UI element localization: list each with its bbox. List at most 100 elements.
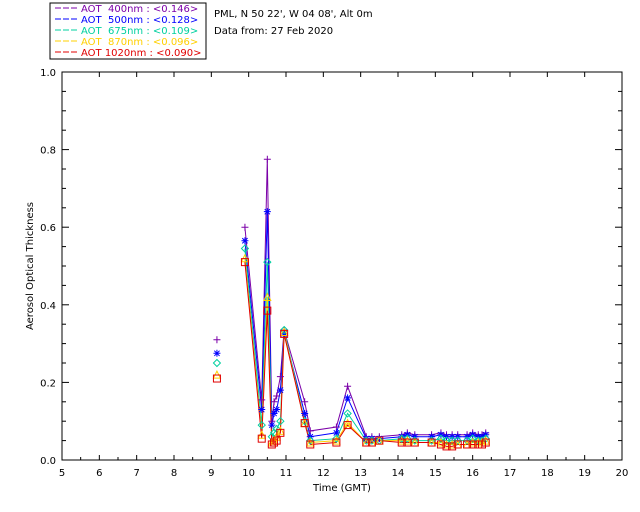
data-point	[463, 440, 472, 449]
data-point	[436, 440, 445, 449]
data-point	[276, 428, 285, 437]
data-point	[213, 349, 221, 357]
x-tick-label: 17	[504, 468, 517, 479]
y-tick-label: 0.2	[40, 378, 56, 389]
legend-box	[49, 2, 207, 60]
y-axis: 0.0 0.2 0.4 0.6 0.8 1.0	[40, 68, 622, 467]
x-axis-label: Time (GMT)	[312, 483, 371, 494]
y-tick-label: 0.0	[40, 456, 56, 467]
data-point	[276, 416, 285, 426]
x-tick-label: 9	[208, 468, 214, 479]
data-point	[240, 244, 250, 253]
legend-entry: AOT 500nm : <0.128>	[81, 15, 198, 26]
data-point	[306, 440, 315, 449]
legend: AOT 400nm : <0.146>AOT 500nm : <0.128>AO…	[55, 4, 201, 59]
data-point	[263, 292, 272, 302]
data-point	[442, 436, 451, 445]
x-tick-label: 20	[616, 468, 629, 479]
x-tick-label: 6	[96, 468, 102, 479]
data-point	[453, 440, 462, 449]
data-point	[212, 358, 222, 368]
data-point	[279, 325, 289, 335]
series-lines	[244, 159, 486, 447]
data-point	[301, 398, 309, 406]
x-tick-label: 19	[578, 468, 591, 479]
data-point	[397, 434, 406, 443]
x-axis: 5 6 7 8 9 10 11 12 13 14 15 16 17 18 19 20	[59, 72, 629, 479]
location-label: PML, N 50 22', W 04 08', Alt 0m	[214, 9, 373, 20]
data-point	[344, 394, 352, 402]
data-point	[273, 406, 281, 414]
data-point	[263, 257, 272, 267]
data-point	[332, 435, 341, 445]
data-point	[257, 420, 266, 430]
data-point	[397, 438, 406, 447]
y-axis-label: Aerosol Optical Thickness	[25, 202, 36, 330]
data-point	[268, 421, 276, 429]
data-point	[453, 436, 462, 445]
y-tick-label: 0.6	[40, 223, 56, 234]
data-point	[448, 442, 457, 451]
legend-entry: AOT 400nm : <0.146>	[81, 4, 198, 15]
data-point	[279, 327, 289, 336]
data-point	[270, 409, 278, 417]
data-point	[263, 306, 272, 315]
x-tick-label: 5	[59, 468, 65, 479]
data-point	[332, 438, 341, 447]
data-point	[375, 436, 384, 445]
data-point	[212, 374, 221, 383]
data-point	[375, 435, 383, 443]
x-tick-label: 15	[429, 468, 442, 479]
x-tick-label: 14	[392, 468, 405, 479]
data-point	[343, 418, 352, 428]
data-point	[300, 419, 309, 428]
data-point	[263, 208, 271, 216]
data-point	[343, 421, 352, 430]
data-point	[403, 434, 412, 443]
legend-entry: AOT 675nm : <0.109>	[81, 26, 198, 37]
x-tick-label: 13	[354, 468, 367, 479]
data-point	[280, 329, 289, 338]
data-point	[276, 386, 284, 394]
data-point	[468, 434, 477, 443]
x-tick-label: 11	[280, 468, 293, 479]
x-tick-label: 7	[133, 468, 139, 479]
data-point	[481, 438, 490, 447]
data-point	[241, 223, 249, 231]
x-tick-label: 16	[466, 468, 479, 479]
data-point	[306, 436, 315, 445]
data-point	[301, 409, 309, 417]
data-point	[213, 336, 221, 344]
x-tick-label: 12	[317, 468, 330, 479]
data-point	[305, 437, 315, 447]
data-point	[258, 396, 266, 404]
data-point	[332, 429, 340, 437]
data-point	[332, 434, 341, 443]
data-point	[447, 436, 457, 445]
data-point	[343, 409, 352, 418]
data-point	[270, 438, 279, 447]
legend-entry: AOT 870nm : <0.096>	[81, 37, 198, 48]
legend-entry: AOT 1020nm : <0.090>	[81, 48, 201, 59]
data-point	[362, 438, 371, 447]
data-point	[276, 426, 285, 435]
data-point	[241, 237, 249, 245]
data-point	[273, 392, 281, 400]
data-point	[427, 438, 436, 447]
data-point	[410, 438, 419, 447]
date-label: Data from: 27 Feb 2020	[214, 26, 333, 37]
data-point	[436, 434, 446, 443]
y-tick-label: 0.8	[40, 146, 56, 157]
data-point	[258, 406, 266, 414]
data-point	[272, 436, 281, 445]
data-point	[240, 258, 249, 267]
x-tick-label: 18	[541, 468, 554, 479]
data-point	[468, 440, 477, 449]
y-tick-label: 0.4	[40, 301, 56, 312]
series-markers	[212, 155, 491, 451]
plot-frame	[61, 71, 623, 461]
data-point	[270, 398, 278, 406]
data-point	[257, 434, 266, 443]
y-tick-label: 1.0	[40, 68, 56, 79]
data-point	[442, 442, 451, 451]
